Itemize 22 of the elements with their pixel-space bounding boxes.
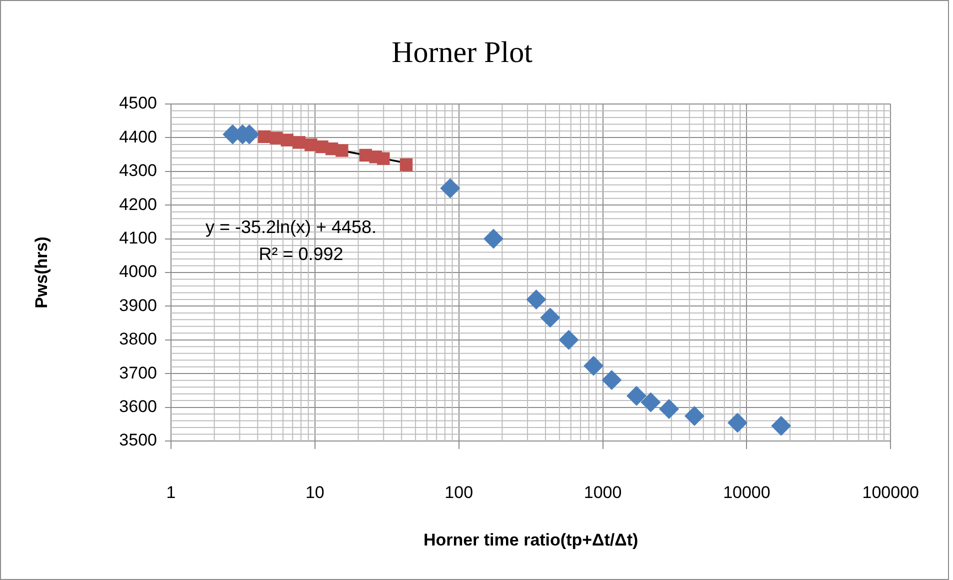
x-tick-label: 100000 (862, 482, 920, 502)
y-tick-label: 3600 (119, 396, 157, 416)
x-tick-label: 10000 (723, 482, 770, 502)
y-tick-label: 3500 (119, 430, 157, 450)
y-tick-label: 3800 (119, 330, 157, 349)
annotation: y = -35.2ln(x) + 4458. (205, 216, 377, 237)
x-tick-label: 10 (305, 482, 324, 502)
y-tick-label: 3700 (119, 363, 157, 382)
y-tick-label: 4000 (119, 262, 157, 282)
y-tick-label: 4100 (119, 228, 157, 248)
y-tick-label: 4400 (119, 127, 157, 146)
y-tick-label: 4300 (119, 161, 157, 180)
x-axis-title: Horner time ratio(tp+Δt/Δt) (423, 530, 638, 550)
annotation: R² = 0.992 (258, 244, 344, 264)
y-axis-title: Pws(hrs) (32, 236, 51, 308)
x-tick-label: 1 (166, 482, 176, 502)
y-tick-label: 3900 (119, 296, 157, 315)
x-tick-label: 100 (444, 482, 474, 502)
y-tick-label: 4500 (119, 94, 157, 113)
x-tick-label: 1000 (584, 482, 622, 502)
y-tick-label: 4200 (119, 194, 157, 214)
chart-title: Horner Plot (392, 36, 534, 69)
